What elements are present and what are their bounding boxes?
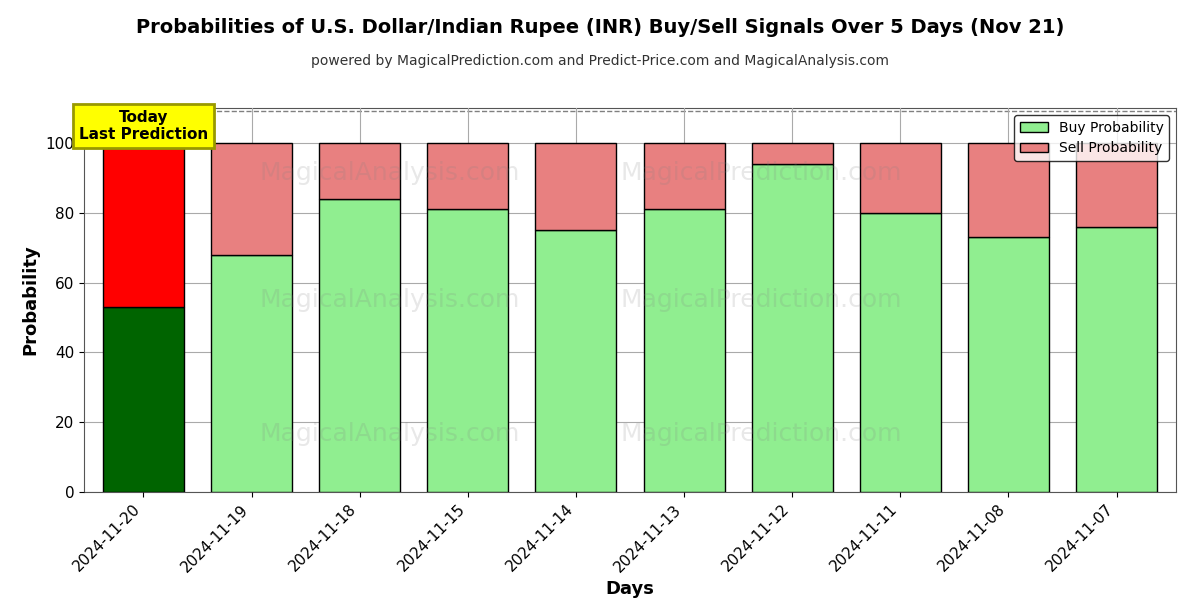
Text: MagicalPrediction.com: MagicalPrediction.com (620, 422, 901, 446)
Bar (859, 143, 941, 213)
Text: MagicalPrediction.com: MagicalPrediction.com (620, 161, 901, 185)
Bar (319, 199, 401, 492)
Bar (319, 143, 401, 199)
Bar (859, 213, 941, 492)
Text: Probabilities of U.S. Dollar/Indian Rupee (INR) Buy/Sell Signals Over 5 Days (No: Probabilities of U.S. Dollar/Indian Rupe… (136, 18, 1064, 37)
Bar (1076, 143, 1157, 227)
X-axis label: Days: Days (606, 580, 654, 598)
Bar (1076, 227, 1157, 492)
Text: MagicalAnalysis.com: MagicalAnalysis.com (259, 422, 520, 446)
Bar (103, 143, 184, 307)
Bar (211, 254, 292, 492)
Text: MagicalAnalysis.com: MagicalAnalysis.com (259, 161, 520, 185)
Bar (643, 209, 725, 492)
Bar (643, 143, 725, 209)
Text: MagicalPrediction.com: MagicalPrediction.com (620, 288, 901, 312)
Text: powered by MagicalPrediction.com and Predict-Price.com and MagicalAnalysis.com: powered by MagicalPrediction.com and Pre… (311, 54, 889, 68)
Bar (535, 143, 617, 230)
Bar (427, 143, 509, 209)
Bar (968, 237, 1049, 492)
Bar (427, 209, 509, 492)
Y-axis label: Probability: Probability (22, 245, 40, 355)
Bar (211, 143, 292, 254)
Bar (751, 164, 833, 492)
Text: Today
Last Prediction: Today Last Prediction (79, 110, 208, 142)
Bar (535, 230, 617, 492)
Bar (751, 143, 833, 164)
Legend: Buy Probability, Sell Probability: Buy Probability, Sell Probability (1014, 115, 1169, 161)
Bar (103, 307, 184, 492)
Bar (968, 143, 1049, 237)
Text: MagicalAnalysis.com: MagicalAnalysis.com (259, 288, 520, 312)
